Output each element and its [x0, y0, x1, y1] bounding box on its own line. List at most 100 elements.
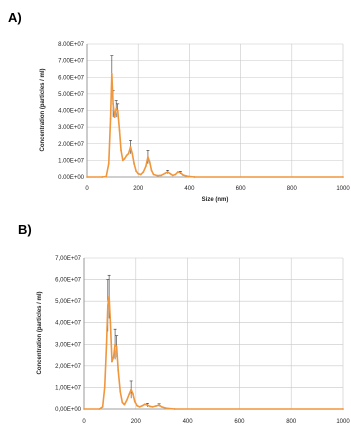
- c1-data-point: [160, 405, 163, 408]
- c0-y-tick-label: 0.00E+00: [58, 175, 85, 181]
- c1-y-tick-label: 7,00E+07: [55, 256, 82, 262]
- c1-data-point: [101, 405, 104, 408]
- c1-data-point: [146, 404, 149, 407]
- c0-data-point: [144, 165, 147, 168]
- c0-data-point: [137, 172, 140, 175]
- c0-data-point: [133, 162, 136, 165]
- c0-data-point: [86, 176, 88, 178]
- c0-data-point: [142, 171, 145, 173]
- c1-data-point: [143, 403, 146, 406]
- c1-y-tick-label: 2,00E+07: [55, 364, 82, 370]
- c0-x-axis-title: Size (nm): [202, 197, 229, 203]
- c0-data-point: [176, 171, 179, 173]
- c1-x-tick-label: 600: [234, 419, 245, 425]
- c0-y-tick-label: 4.00E+07: [58, 109, 85, 115]
- c0-data-point: [171, 174, 174, 177]
- c0-y-tick-label: 6.00E+07: [58, 75, 85, 81]
- c0-x-tick-label: 0: [85, 186, 89, 192]
- panel-label-a: A): [8, 10, 22, 25]
- c1-x-tick-label: 1000: [336, 419, 350, 425]
- c0-x-tick-label: 200: [133, 186, 144, 192]
- c0-data-point: [160, 174, 163, 177]
- c0-data-point: [115, 107, 118, 110]
- c1-data-point: [173, 408, 176, 410]
- c0-data-point: [131, 152, 134, 155]
- c1-y-tick-label: 3,00E+07: [55, 342, 82, 348]
- c0-data-point: [174, 173, 177, 176]
- c0-data-point: [156, 174, 159, 177]
- c0-x-tick-label: 1000: [336, 186, 350, 192]
- c0-data-point: [152, 173, 155, 176]
- c0-x-tick-label: 800: [287, 186, 298, 192]
- c1-data-point: [149, 405, 151, 408]
- c0-x-tick-label: 400: [184, 186, 195, 192]
- c1-data-point: [123, 403, 126, 406]
- c0-data-point: [148, 161, 151, 163]
- c0-data-point: [105, 175, 108, 178]
- c1-data-point: [111, 360, 113, 363]
- c1-x-tick-label: 0: [82, 419, 86, 425]
- c1-data-point: [133, 400, 136, 403]
- c1-data-point: [112, 356, 115, 359]
- c1-x-tick-label: 200: [131, 419, 142, 425]
- c1-data-point: [138, 405, 141, 408]
- c1-data-point: [108, 295, 111, 298]
- c0-data-point: [116, 109, 119, 112]
- c0-data-point: [113, 116, 116, 119]
- c1-data-point: [105, 343, 108, 346]
- c0-data-point: [147, 156, 149, 158]
- c1-data-point: [119, 390, 122, 393]
- c0-data-point: [342, 176, 344, 178]
- c0-data-point: [164, 172, 166, 175]
- c1-data-point: [151, 405, 154, 408]
- c1-data-point: [117, 369, 120, 372]
- c1-y-tick-label: 5,00E+07: [55, 299, 82, 305]
- chart-a: 0 200 400 600 800 1000 0.00E+00 1.00E+07 2.00E+0…: [40, 42, 350, 203]
- c1-data-point: [158, 404, 161, 407]
- c0-data-point: [182, 174, 184, 176]
- c0-series-line: [87, 73, 343, 178]
- c1-data-point: [109, 321, 112, 324]
- c0-data-point: [118, 129, 121, 132]
- c1-series-line: [84, 296, 343, 410]
- c1-data-point: [106, 304, 109, 307]
- c0-data-point: [101, 176, 104, 178]
- c0-data-point: [179, 171, 182, 174]
- c1-data-point: [115, 345, 118, 348]
- c0-y-tick-label: 7.00E+07: [58, 59, 85, 65]
- c0-data-point: [139, 173, 142, 176]
- c1-data-point: [136, 404, 138, 407]
- c1-data-point: [128, 393, 131, 395]
- c0-y-tick-label: 5.00E+07: [58, 92, 85, 98]
- c0-data-point: [112, 102, 115, 105]
- c0-data-point: [125, 154, 128, 157]
- c0-y-tick-label: 3.00E+07: [58, 125, 85, 131]
- c0-data-point: [185, 175, 188, 178]
- c0-data-point: [109, 117, 112, 120]
- c1-y-tick-label: 1,00E+07: [55, 385, 82, 391]
- c1-data-point: [342, 408, 344, 410]
- c0-y-tick-label: 8.00E+07: [58, 42, 85, 48]
- c1-y-axis-title: Concentration (particles / ml): [37, 291, 43, 374]
- panel-label-b: B): [18, 222, 32, 237]
- c0-data-point: [150, 169, 153, 172]
- c1-y-tick-label: 4,00E+07: [55, 321, 82, 327]
- c1-data-point: [130, 388, 133, 391]
- chart-b: 0 200 400 600 800 1000 0,00E+00 1,00E+07 2,00E+0…: [37, 256, 350, 425]
- c1-data-point: [114, 343, 116, 346]
- c0-data-point: [193, 176, 196, 178]
- c1-y-tick-label: 6,00E+07: [55, 278, 82, 284]
- c0-data-point: [166, 171, 169, 173]
- c0-data-point: [135, 170, 138, 173]
- c0-data-point: [129, 146, 132, 148]
- c1-data-point: [121, 401, 124, 404]
- c1-data-point: [103, 386, 106, 389]
- c1-data-point: [165, 407, 168, 410]
- c0-data-point: [120, 149, 122, 152]
- c0-y-axis-title: Concentration (particles / ml): [40, 68, 46, 151]
- c1-data-point: [132, 393, 134, 395]
- c1-data-point: [125, 399, 128, 402]
- c0-y-tick-label: 2.00E+07: [58, 142, 85, 148]
- c0-data-point: [107, 162, 110, 165]
- c0-y-tick-label: 1.00E+07: [58, 158, 85, 164]
